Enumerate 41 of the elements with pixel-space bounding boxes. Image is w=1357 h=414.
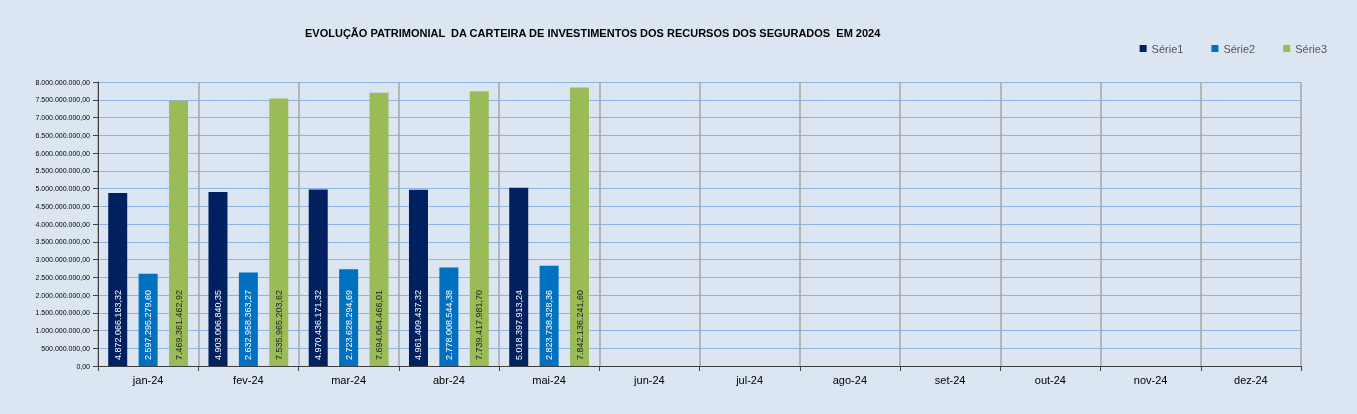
data-label: 2.823.738.328,36 xyxy=(544,289,555,360)
data-label: 4.903.006.840,35 xyxy=(212,289,223,360)
x-tick-label: ago-24 xyxy=(832,373,868,386)
bar xyxy=(169,100,189,366)
data-label: 4.970.436.171,32 xyxy=(313,289,324,360)
data-label: 7.535.965.203,62 xyxy=(273,289,284,360)
data-label: 2.723.628.294,69 xyxy=(343,289,354,360)
data-label: 2.778.008.544,38 xyxy=(443,289,454,360)
bar xyxy=(469,91,489,366)
x-tick-label: fev-24 xyxy=(233,373,264,386)
data-label: 5.018.397.913,24 xyxy=(513,289,524,360)
bar xyxy=(108,193,128,366)
x-tick-label: mai-24 xyxy=(532,373,566,386)
x-tick-label: set-24 xyxy=(934,373,966,386)
data-label: 7.469.361.462,92 xyxy=(173,289,184,360)
legend-label: Série3 xyxy=(1295,42,1327,55)
data-label: 2.597.295.279,60 xyxy=(143,289,154,360)
data-label: 2.632.958.363,27 xyxy=(243,289,254,360)
legend-label: Série2 xyxy=(1223,42,1256,55)
bar xyxy=(369,92,389,366)
chart-title: EVOLUÇÃO PATRIMONIAL DA CARTEIRA DE INVESTIMENTOS DOS RECURSOS DOS SEGURADOS EM 2024 xyxy=(305,26,882,39)
legend-label: Série1 xyxy=(1151,42,1184,55)
data-label: 4.961.409.437,32 xyxy=(413,289,424,360)
x-tick-label: jul-24 xyxy=(735,373,764,386)
x-tick-label: nov-24 xyxy=(1133,373,1168,386)
data-label: 4.872.066.183,32 xyxy=(112,289,123,360)
bar xyxy=(269,98,289,366)
x-tick-label: jan-24 xyxy=(131,373,164,386)
data-label: 7.739.417.981,70 xyxy=(474,289,485,360)
bar xyxy=(208,191,228,366)
x-tick-label: jun-24 xyxy=(633,373,665,386)
x-tick-label: out-24 xyxy=(1034,373,1066,386)
data-label: 7.842.136.241,60 xyxy=(574,289,585,360)
x-tick-label: dez-24 xyxy=(1234,373,1268,386)
bar xyxy=(308,189,328,366)
bar xyxy=(509,187,529,366)
x-tick-label: abr-24 xyxy=(432,373,465,386)
bar xyxy=(570,87,590,366)
data-label: 7.694.064.466,01 xyxy=(374,289,385,360)
bar xyxy=(408,189,428,366)
x-tick-label: mar-24 xyxy=(331,373,367,386)
